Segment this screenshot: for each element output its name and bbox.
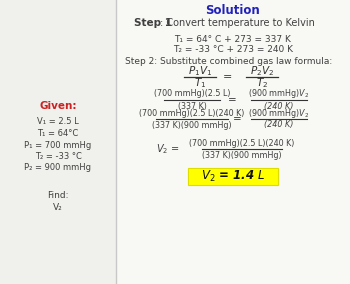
- Text: $P_2V_2$: $P_2V_2$: [250, 64, 274, 78]
- Text: Solution: Solution: [206, 3, 260, 16]
- Text: $T_1$: $T_1$: [194, 76, 206, 90]
- Text: : Convert temperature to Kelvin: : Convert temperature to Kelvin: [160, 18, 315, 28]
- Text: (240 K): (240 K): [264, 120, 294, 130]
- Text: =: =: [228, 95, 236, 105]
- Text: T₁ = 64°C: T₁ = 64°C: [37, 129, 79, 138]
- FancyBboxPatch shape: [188, 168, 278, 185]
- Text: (900 mmHg)$V_2$: (900 mmHg)$V_2$: [248, 106, 310, 120]
- Text: T₁ = 64° C + 273 = 337 K: T₁ = 64° C + 273 = 337 K: [175, 34, 292, 43]
- Text: T₂ = -33 °C: T₂ = -33 °C: [35, 152, 82, 161]
- Text: V₂: V₂: [53, 202, 63, 212]
- Text: (700 mmHg)(2.5 L): (700 mmHg)(2.5 L): [154, 89, 230, 99]
- Text: $V_2$ = 1.4 $L$: $V_2$ = 1.4 $L$: [201, 168, 265, 183]
- Text: =: =: [223, 72, 233, 82]
- Text: $P_1V_1$: $P_1V_1$: [188, 64, 212, 78]
- Text: P₂ = 900 mmHg: P₂ = 900 mmHg: [25, 164, 91, 172]
- Text: P₁ = 700 mmHg: P₁ = 700 mmHg: [25, 141, 92, 149]
- Text: Given:: Given:: [39, 101, 77, 111]
- Text: (337 K): (337 K): [177, 101, 206, 110]
- Text: (700 mmHg)(2.5 L)(240 K): (700 mmHg)(2.5 L)(240 K): [189, 139, 295, 147]
- Text: $V_2$: $V_2$: [156, 142, 168, 156]
- Bar: [0, 0, 116, 284]
- Text: (240 K): (240 K): [264, 101, 294, 110]
- Text: (337 K)(900 mmHg): (337 K)(900 mmHg): [202, 151, 282, 160]
- Text: T₂ = -33 °C + 273 = 240 K: T₂ = -33 °C + 273 = 240 K: [173, 45, 293, 55]
- Text: V₁ = 2.5 L: V₁ = 2.5 L: [37, 118, 79, 126]
- Text: Find:: Find:: [47, 191, 69, 201]
- Text: $T_2$: $T_2$: [256, 76, 268, 90]
- Text: =: =: [233, 114, 241, 124]
- Text: (900 mmHg)$V_2$: (900 mmHg)$V_2$: [248, 87, 310, 101]
- Text: =: =: [171, 144, 179, 154]
- Text: Step 2: Substitute combined gas law formula:: Step 2: Substitute combined gas law form…: [125, 57, 332, 66]
- Text: (337 K)(900 mmHg): (337 K)(900 mmHg): [152, 120, 232, 130]
- Text: Step 1: Step 1: [134, 18, 172, 28]
- Text: (700 mmHg)(2.5 L)(240 K): (700 mmHg)(2.5 L)(240 K): [139, 108, 245, 118]
